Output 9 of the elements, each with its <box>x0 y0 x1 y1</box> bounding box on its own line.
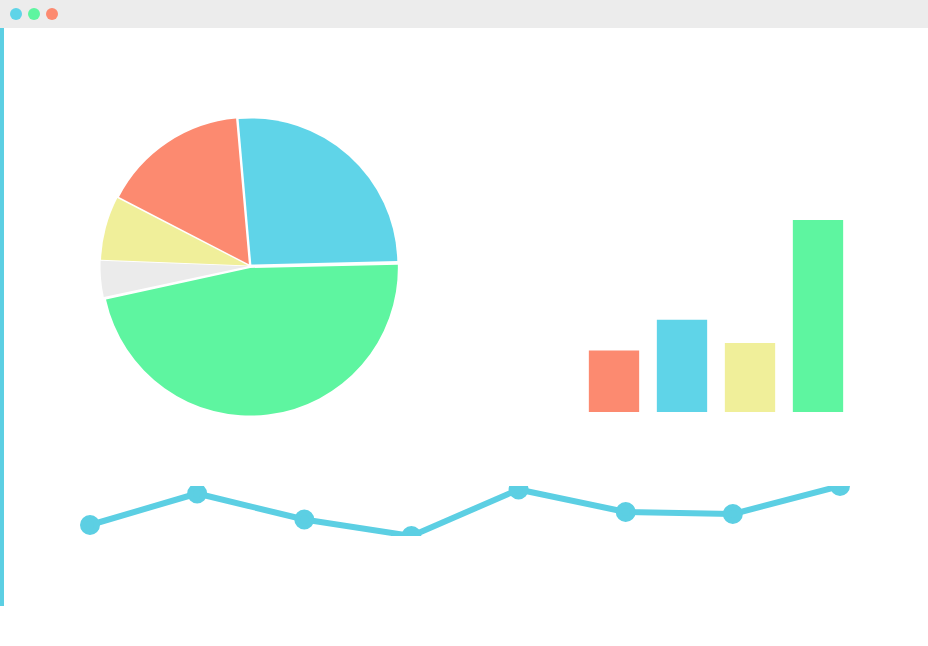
point <box>80 515 100 535</box>
point <box>722 504 743 524</box>
point <box>294 509 315 530</box>
point <box>615 502 636 522</box>
bar <box>792 220 844 412</box>
bar <box>724 342 776 412</box>
bar <box>588 350 640 412</box>
point <box>187 486 208 504</box>
bar <box>656 319 708 412</box>
